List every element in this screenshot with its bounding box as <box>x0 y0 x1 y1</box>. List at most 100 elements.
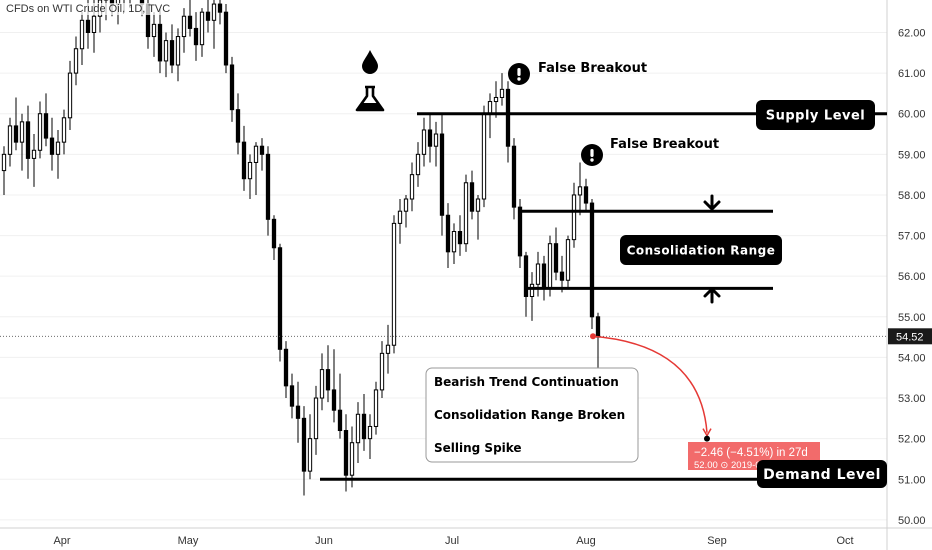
candle-body <box>493 96 499 103</box>
arrow-up-icon <box>703 286 721 304</box>
candle-body <box>535 263 541 285</box>
arrow-down-icon <box>703 194 721 212</box>
candle-body <box>169 40 175 66</box>
candle-body <box>583 186 589 204</box>
candle-body <box>499 88 505 98</box>
ytick-label: 56.00 <box>898 271 926 283</box>
candle-body <box>91 15 97 33</box>
ytick-label: 54.00 <box>898 352 926 364</box>
projection-sublabel: 52.00 ⊙ 2019-08-28 <box>694 460 780 471</box>
candle-body <box>565 239 571 281</box>
candle-body <box>67 72 73 119</box>
current-price-label: 54.52 <box>896 331 924 343</box>
xtick-label: Apr <box>53 535 70 547</box>
candle-body <box>163 40 169 62</box>
candle-body <box>37 113 43 151</box>
candle-body <box>571 194 577 241</box>
candle-body <box>529 283 535 297</box>
candle-body <box>439 133 445 216</box>
candle-body <box>451 231 457 253</box>
candle-body <box>223 11 229 66</box>
candle-body <box>319 369 325 399</box>
candle-body <box>85 19 91 33</box>
candle-body <box>553 243 559 273</box>
candle-body <box>265 153 271 220</box>
candle-body <box>277 247 283 350</box>
candle-body <box>577 186 583 196</box>
candle-body <box>247 161 253 180</box>
candle-body <box>415 153 421 176</box>
candle-body <box>31 149 37 159</box>
projection-arrowhead <box>702 428 712 438</box>
candle-body <box>79 19 85 50</box>
ytick-label: 57.00 <box>898 231 926 243</box>
ytick-label: 62.00 <box>898 27 926 39</box>
candle-body <box>61 117 67 143</box>
candle-body <box>505 88 511 147</box>
note-line: Bearish Trend Continuation <box>434 375 619 389</box>
oil-drop-icon <box>362 50 378 74</box>
candle-body <box>343 430 349 476</box>
candle-body <box>385 344 391 354</box>
xtick-label: Sep <box>707 535 727 547</box>
xtick-label: May <box>178 535 199 547</box>
false-breakout-icon-2-dot <box>590 158 594 162</box>
ytick-label: 50.00 <box>898 515 926 527</box>
candle-body <box>361 413 367 440</box>
candle-body <box>181 15 187 38</box>
candle-body <box>187 15 193 29</box>
candle-body <box>547 243 553 289</box>
candle-body <box>433 133 439 147</box>
candle-body <box>355 413 361 444</box>
candle-body <box>289 385 295 407</box>
candle-body <box>325 369 331 391</box>
candle-body <box>25 121 31 159</box>
candle-body <box>379 352 385 391</box>
candle-body <box>589 202 595 318</box>
candle-body <box>271 218 277 249</box>
candle-body <box>523 255 529 297</box>
candle-body <box>391 222 397 346</box>
demand-level-label-box <box>757 460 887 488</box>
candle-body <box>175 36 181 66</box>
candle-body <box>13 125 19 143</box>
candle-body <box>403 198 409 212</box>
consolidation-range-label: Consolidation Range <box>627 243 776 257</box>
candle-body <box>463 182 469 245</box>
candle-body <box>475 198 481 212</box>
candle-body <box>49 137 55 155</box>
candle-body <box>205 11 211 21</box>
candle-body <box>349 442 355 476</box>
ytick-label: 55.00 <box>898 312 926 324</box>
candle-body <box>421 129 427 155</box>
candle-body <box>487 101 493 115</box>
candle-body <box>301 417 307 472</box>
candle-body <box>259 145 265 155</box>
projection-curve <box>592 335 708 433</box>
false-breakout-label-1: False Breakout <box>538 61 647 76</box>
candle-body <box>541 263 547 289</box>
ytick-label: 59.00 <box>898 149 926 161</box>
candle-body <box>313 397 319 440</box>
candle-body <box>217 3 223 13</box>
candle-body <box>295 405 301 419</box>
xtick-label: Jul <box>445 535 459 547</box>
candle-body <box>241 141 247 180</box>
candle-body <box>397 210 403 224</box>
projection-label: −2.46 (−4.51%) in 27d <box>694 447 808 459</box>
candle-body <box>427 129 433 147</box>
candle-body <box>7 125 13 155</box>
ytick-label: 58.00 <box>898 190 926 202</box>
ytick-label: 61.00 <box>898 68 926 80</box>
candle-body <box>199 11 205 46</box>
flask-liquid <box>358 103 382 109</box>
note-line: Selling Spike <box>434 441 522 455</box>
candle-body <box>55 141 61 155</box>
candle-body <box>253 145 259 163</box>
candle-body <box>235 109 241 143</box>
notes-box <box>425 367 639 463</box>
candle-body <box>595 316 601 338</box>
candle-body <box>457 231 463 245</box>
candle-body <box>73 48 79 74</box>
